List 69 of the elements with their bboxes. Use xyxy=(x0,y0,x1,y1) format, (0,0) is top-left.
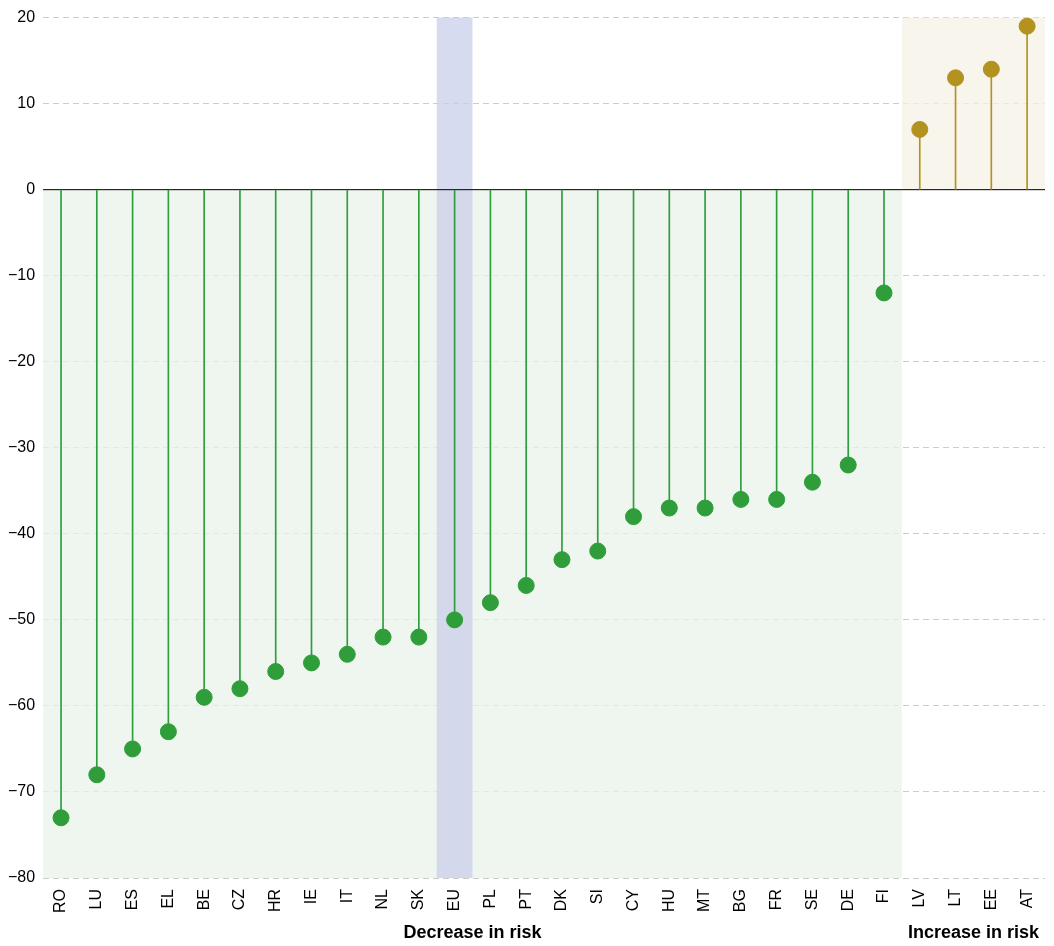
x-tick-label: PL xyxy=(480,888,498,909)
text: Decrease in risk xyxy=(403,921,543,942)
point xyxy=(303,654,320,672)
x-tick-label: PT xyxy=(516,888,534,910)
point xyxy=(875,284,893,302)
y-tick-label: 0 xyxy=(26,180,36,198)
point xyxy=(660,499,678,517)
point xyxy=(267,663,285,680)
text: Increase in risk xyxy=(907,921,1040,942)
x-tick-label: DK xyxy=(552,888,570,912)
point xyxy=(732,490,750,508)
y-tick-label: −10 xyxy=(8,266,36,284)
point xyxy=(517,576,535,594)
x-tick-label: IT xyxy=(337,888,355,904)
x-tick-label: LV xyxy=(910,888,928,908)
x-tick-label: EU xyxy=(445,889,463,912)
x-tick-label: BE xyxy=(194,889,212,911)
point xyxy=(947,69,965,87)
y-tick-label: −60 xyxy=(8,696,36,714)
y-tick-label: −50 xyxy=(8,610,36,628)
point xyxy=(481,594,499,612)
point xyxy=(338,645,356,663)
point xyxy=(553,551,571,569)
x-tick-label: LT xyxy=(945,888,963,907)
y-tick-label: 10 xyxy=(17,94,36,112)
point xyxy=(589,542,607,560)
x-tick-label: BG xyxy=(731,889,749,913)
x-tick-label: LU xyxy=(87,889,105,910)
point xyxy=(124,740,142,758)
point xyxy=(410,628,428,646)
point xyxy=(374,628,392,646)
point xyxy=(696,499,714,517)
x-tick-label: MT xyxy=(695,888,713,913)
point xyxy=(195,688,213,706)
x-tick-label: CY xyxy=(623,888,641,912)
x-tick-label: SI xyxy=(588,889,606,905)
x-tick-label: HR xyxy=(266,889,284,913)
point xyxy=(159,723,177,741)
x-tick-label: SK xyxy=(409,888,427,911)
point xyxy=(982,60,1000,78)
point xyxy=(768,490,786,508)
x-tick-label: HU xyxy=(659,889,677,913)
x-tick-label: EL xyxy=(158,888,176,909)
x-tick-label: AT xyxy=(1017,888,1035,909)
point xyxy=(803,473,821,491)
point xyxy=(52,809,70,827)
y-tick-label: 20 xyxy=(17,8,36,26)
x-tick-label: ES xyxy=(123,889,140,911)
x-tick-label: FI xyxy=(874,889,892,904)
x-tick-label: DE xyxy=(838,889,856,912)
point xyxy=(625,508,643,526)
x-tick-label: FR xyxy=(767,889,785,911)
point xyxy=(911,120,929,138)
x-tick-label: IE xyxy=(301,889,319,905)
y-tick-label: −30 xyxy=(8,438,36,456)
x-tick-label: CZ xyxy=(230,888,248,911)
x-tick-label: RO xyxy=(51,889,69,913)
y-tick-label: −40 xyxy=(8,524,36,542)
x-tick-label: NL xyxy=(373,888,391,910)
point xyxy=(1018,17,1036,35)
x-tick-label: SE xyxy=(802,889,820,911)
x-tick-label: EE xyxy=(981,889,999,911)
point xyxy=(839,456,857,474)
point xyxy=(446,611,464,629)
point xyxy=(231,680,249,698)
y-tick-label: −20 xyxy=(8,352,36,370)
y-tick-label: −70 xyxy=(8,782,36,800)
point xyxy=(88,766,106,784)
y-tick-label: −80 xyxy=(8,868,36,886)
